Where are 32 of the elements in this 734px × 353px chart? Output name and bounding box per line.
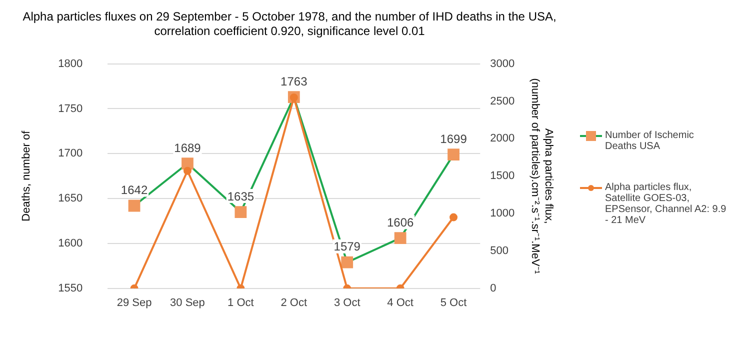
data-label: 1579 — [334, 240, 361, 254]
x-tick-label: 29 Sep — [116, 297, 152, 310]
y-tick-label: 1550 — [58, 282, 83, 294]
y-axis-title: Deaths, number of — [20, 130, 33, 222]
data-label: 1635 — [227, 189, 254, 204]
y-tick-label: 1650 — [58, 192, 83, 205]
y2-axis-title: Alpha particles flux, (number of particles).cm⁻².s⁻¹.sr⁻¹.MeV⁻¹ — [529, 78, 554, 274]
legend-label: Alpha particles flux, Satellite GOES-03, EPSensor, Channel A2: 9.9 - 21 MeV — [605, 182, 727, 226]
x-tick-label: 30 Sep — [170, 297, 205, 310]
y-tick-label: 1800 — [58, 58, 83, 70]
chart-title: Alpha particles fluxes on 29 September - 5 October 1978, and the number of IHD deaths in the USA, correlation coefficient 0.920, significance level 0.01 — [22, 10, 556, 38]
data-label: 1763 — [280, 74, 308, 88]
x-tick-label: 1 Oct — [228, 297, 254, 310]
y2-tick-label: 0 — [490, 282, 496, 294]
x-tick-label: 3 Oct — [334, 297, 360, 310]
y2-tick-label: 3000 — [490, 58, 515, 70]
data-label: 1642 — [120, 183, 148, 198]
y-tick-label: 1700 — [58, 148, 83, 160]
y2-tick-label: 2000 — [490, 132, 515, 145]
y-tick-label: 1750 — [58, 102, 83, 115]
data-label: 1689 — [174, 140, 202, 155]
y2-tick-label: 1500 — [490, 170, 515, 182]
y2-tick-label: 1000 — [490, 208, 515, 220]
data-label: 1699 — [440, 132, 468, 146]
data-label: 1606 — [386, 215, 414, 230]
x-tick-label: 4 Oct — [387, 297, 414, 310]
y-tick-label: 1600 — [58, 238, 83, 250]
y2-tick-label: 500 — [490, 245, 508, 257]
y2-tick-label: 2500 — [490, 95, 515, 108]
x-tick-label: 5 Oct — [440, 297, 467, 310]
legend-label: Number of Ischemic Deaths USA — [605, 130, 695, 152]
x-tick-label: 2 Oct — [280, 297, 308, 310]
